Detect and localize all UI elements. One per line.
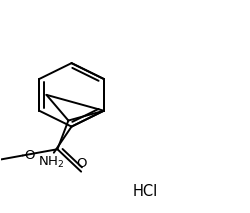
Text: O: O	[24, 149, 34, 162]
Text: NH$_2$: NH$_2$	[38, 155, 64, 170]
Text: O: O	[76, 157, 86, 170]
Text: HCl: HCl	[132, 184, 158, 199]
